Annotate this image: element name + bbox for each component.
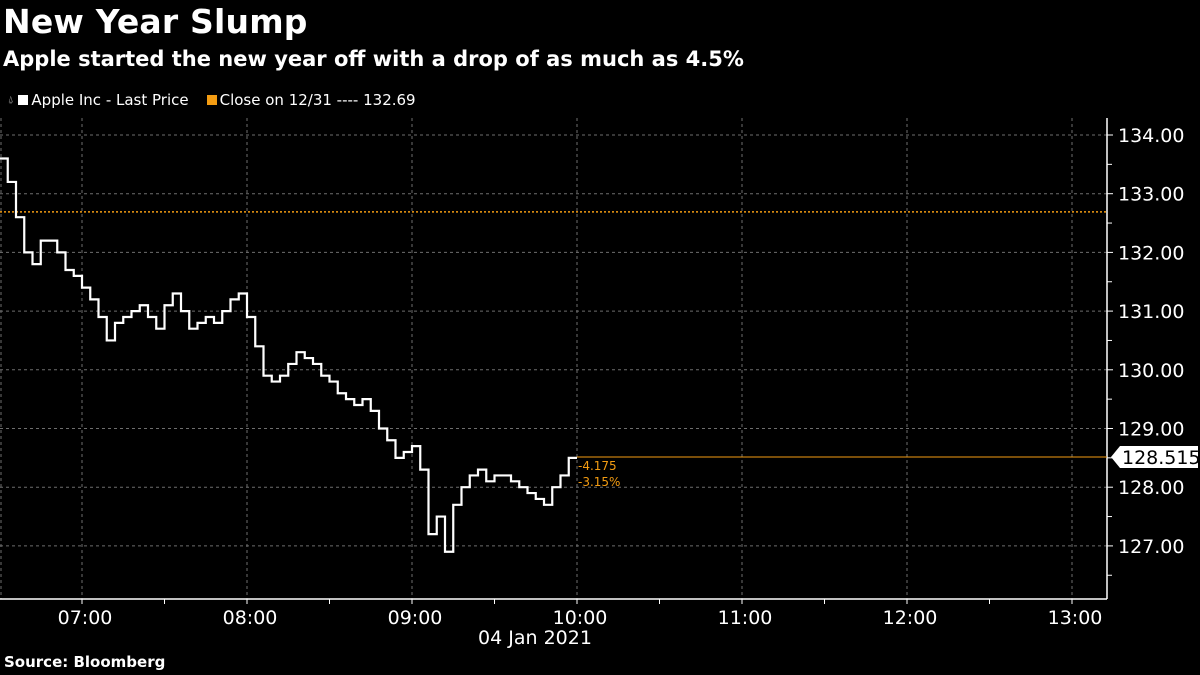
legend-grip-icon: ⍙	[8, 95, 14, 105]
price-line	[0, 157, 577, 553]
y-tick-label: 132.00	[1118, 242, 1184, 264]
y-tick-label: 131.00	[1118, 301, 1184, 323]
x-tick-label: 10:00	[553, 607, 608, 629]
source-note: Source: Bloomberg	[4, 653, 166, 671]
x-tick-label: 08:00	[223, 607, 278, 629]
x-tick-label: 11:00	[718, 607, 773, 629]
y-tick-label: 130.00	[1118, 360, 1184, 382]
y-tick-label: 134.00	[1118, 125, 1184, 147]
legend: ⍙ Apple Inc - Last Price Close on 12/31 …	[8, 91, 430, 109]
x-tick-label: 13:00	[1048, 607, 1103, 629]
legend-item-close: Close on 12/31 ---- 132.69	[206, 91, 416, 109]
legend-swatch-white-icon	[18, 95, 29, 105]
change-abs-label: -4.175	[578, 459, 617, 473]
legend-label: Close on 12/31 ---- 132.69	[219, 91, 416, 109]
legend-item-last-price: Apple Inc - Last Price	[18, 91, 189, 109]
y-tick-label: 128.00	[1118, 477, 1184, 499]
y-tick-label: 129.00	[1118, 419, 1184, 441]
x-tick-label: 07:00	[58, 607, 113, 629]
legend-label: Apple Inc - Last Price	[31, 91, 189, 109]
x-tick-label: 09:00	[388, 607, 443, 629]
x-tick-label: 12:00	[883, 607, 938, 629]
chart-subtitle: Apple started the new year off with a dr…	[3, 47, 744, 71]
y-tick-label: 133.00	[1118, 184, 1184, 206]
x-axis-date-label: 04 Jan 2021	[478, 627, 592, 649]
last-price-tag	[1111, 445, 1198, 468]
chart-title: New Year Slump	[3, 2, 308, 41]
y-tick-label: 127.00	[1118, 536, 1184, 558]
change-pct-label: -3.15%	[578, 475, 620, 489]
legend-swatch-orange-icon	[206, 95, 217, 105]
last-price-tag-label: 128.515	[1122, 447, 1200, 469]
